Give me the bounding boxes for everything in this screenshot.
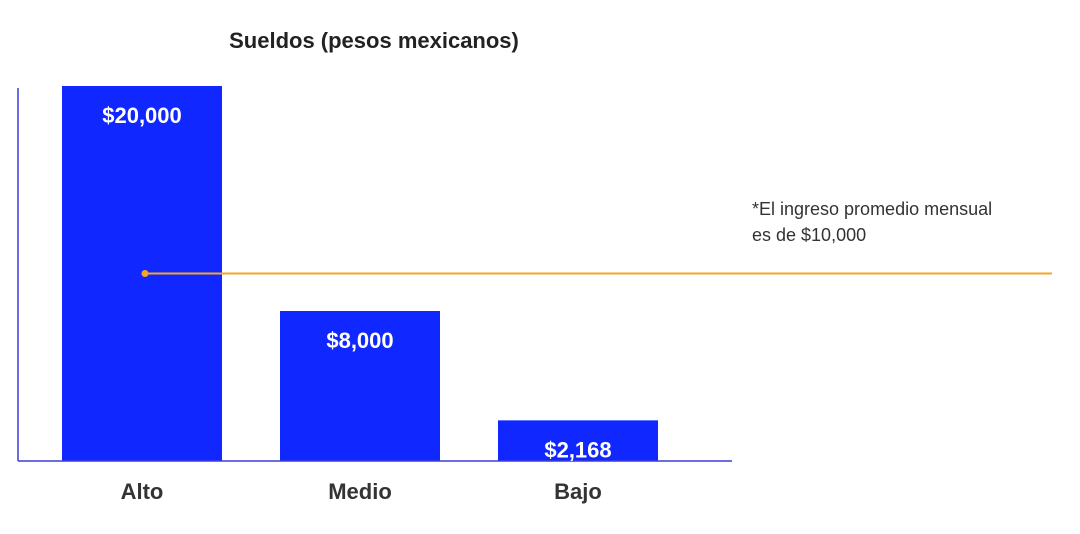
bar-bajo [498, 420, 658, 461]
category-label-bajo: Bajo [554, 479, 602, 504]
value-label-bajo: $2,168 [544, 437, 611, 462]
bar-medio [280, 311, 440, 461]
chart-title: Sueldos (pesos mexicanos) [229, 28, 519, 53]
value-label-alto: $20,000 [102, 103, 182, 128]
category-label-alto: Alto [121, 479, 164, 504]
reference-layer [141, 270, 1052, 277]
reference-dot [141, 270, 149, 277]
reference-note: *El ingreso promedio mensual es de $10,0… [752, 199, 997, 245]
category-label-medio: Medio [328, 479, 392, 504]
reference-note-line-1: *El ingreso promedio mensual [752, 199, 992, 219]
reference-note-line-2: es de $10,000 [752, 225, 866, 245]
labels-layer: $20,000 Alto $8,000 Medio $2,168 Bajo [102, 103, 611, 504]
value-label-medio: $8,000 [326, 328, 393, 353]
